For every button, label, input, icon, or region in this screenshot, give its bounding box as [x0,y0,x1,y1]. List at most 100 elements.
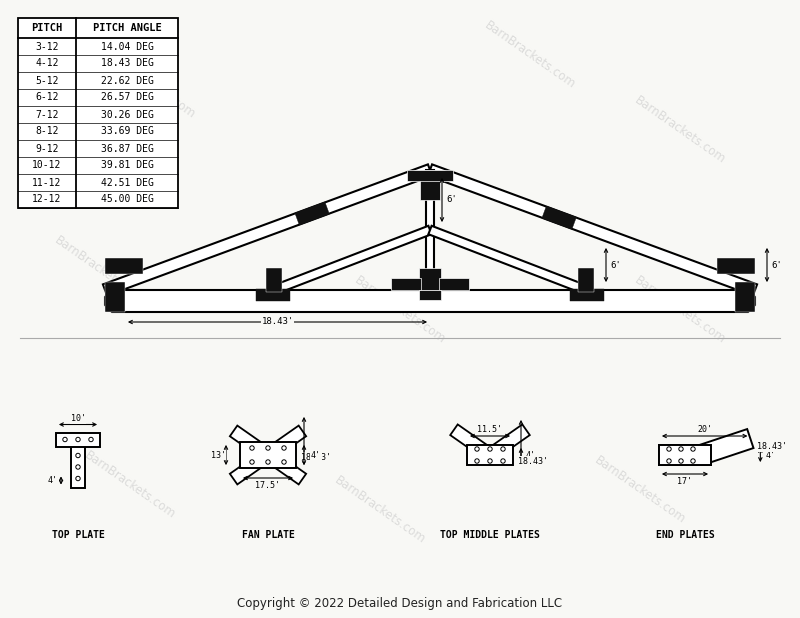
Text: 30.26 DEG: 30.26 DEG [101,109,154,119]
Bar [266,268,282,292]
Text: TOP PLATE: TOP PLATE [51,530,105,540]
Text: 12-12: 12-12 [32,195,62,205]
Circle shape [62,438,67,442]
Text: 10-12: 10-12 [32,161,62,171]
Polygon shape [264,426,306,460]
Text: 18.43 DEG: 18.43 DEG [101,59,154,69]
Polygon shape [428,226,588,294]
Text: 6': 6' [446,195,458,205]
Circle shape [76,438,80,442]
Text: 5-12: 5-12 [35,75,58,85]
Circle shape [76,476,80,481]
Circle shape [76,465,80,469]
Circle shape [282,446,286,450]
Text: BarnBrackets.com: BarnBrackets.com [632,274,728,346]
Text: 4': 4' [48,476,58,485]
Text: BarnBrackets.com: BarnBrackets.com [102,49,198,121]
Text: 6': 6' [772,261,782,269]
Text: 3-12: 3-12 [35,41,58,51]
Text: 9-12: 9-12 [35,143,58,153]
Text: BarnBrackets.com: BarnBrackets.com [482,19,578,91]
Text: 10': 10' [70,414,86,423]
Circle shape [678,447,683,451]
Polygon shape [295,202,330,225]
Polygon shape [105,290,755,312]
Bar [717,258,755,274]
Circle shape [690,447,695,451]
Text: 18.43': 18.43' [301,452,331,462]
Circle shape [488,459,492,464]
Text: 4': 4' [526,451,536,460]
Polygon shape [272,226,432,294]
Polygon shape [450,425,494,460]
Polygon shape [428,164,757,295]
Polygon shape [570,289,604,301]
Text: 8-12: 8-12 [35,127,58,137]
Text: 13': 13' [210,451,226,460]
Bar [419,268,441,290]
Circle shape [501,459,506,464]
Circle shape [666,447,671,451]
Polygon shape [103,164,432,295]
Text: BarnBrackets.com: BarnBrackets.com [52,234,148,307]
Bar [578,268,594,292]
Text: 17': 17' [678,476,693,486]
Text: 7-12: 7-12 [35,109,58,119]
Circle shape [266,460,270,464]
Text: 6-12: 6-12 [35,93,58,103]
Bar [105,258,143,274]
Text: 4-12: 4-12 [35,59,58,69]
Bar [240,442,296,468]
Bar [419,290,441,300]
Text: 22.62 DEG: 22.62 DEG [101,75,154,85]
Bar [71,433,85,488]
Text: 20': 20' [697,425,712,433]
Circle shape [282,460,286,464]
Text: 4': 4' [311,451,321,460]
Text: TOP MIDDLE PLATES: TOP MIDDLE PLATES [440,530,540,540]
Bar [420,170,440,200]
Polygon shape [542,206,576,229]
Circle shape [678,459,683,464]
Bar [659,445,711,465]
Text: BarnBrackets.com: BarnBrackets.com [592,454,688,526]
Bar [735,282,755,312]
Text: 11-12: 11-12 [32,177,62,187]
Circle shape [501,447,506,451]
Text: 11.5': 11.5' [478,425,502,433]
Text: 18.43': 18.43' [262,318,294,326]
Text: PITCH: PITCH [31,23,62,33]
Bar [56,433,100,446]
Text: FAN PLATE: FAN PLATE [242,530,294,540]
Text: 4': 4' [766,451,775,460]
Bar [391,278,421,290]
Text: 14.04 DEG: 14.04 DEG [101,41,154,51]
Circle shape [475,459,479,464]
Circle shape [690,459,695,464]
Circle shape [250,446,254,450]
Polygon shape [256,289,290,301]
Polygon shape [486,425,530,460]
Text: END PLATES: END PLATES [656,530,714,540]
Text: BarnBrackets.com: BarnBrackets.com [332,474,428,546]
Circle shape [488,447,492,451]
Text: 42.51 DEG: 42.51 DEG [101,177,154,187]
Text: BarnBrackets.com: BarnBrackets.com [632,94,728,166]
Bar [659,445,711,465]
Bar [426,170,434,290]
Bar [467,445,513,465]
Text: 36.87 DEG: 36.87 DEG [101,143,154,153]
Text: 45.00 DEG: 45.00 DEG [101,195,154,205]
Text: 26.57 DEG: 26.57 DEG [101,93,154,103]
Polygon shape [230,426,272,460]
Circle shape [666,459,671,464]
Text: BarnBrackets.com: BarnBrackets.com [352,274,448,346]
Bar [439,278,469,290]
Text: 6': 6' [610,261,622,269]
Circle shape [89,438,93,442]
Polygon shape [698,429,754,465]
Text: PITCH ANGLE: PITCH ANGLE [93,23,162,33]
Circle shape [250,460,254,464]
Circle shape [266,446,270,450]
Text: 39.81 DEG: 39.81 DEG [101,161,154,171]
